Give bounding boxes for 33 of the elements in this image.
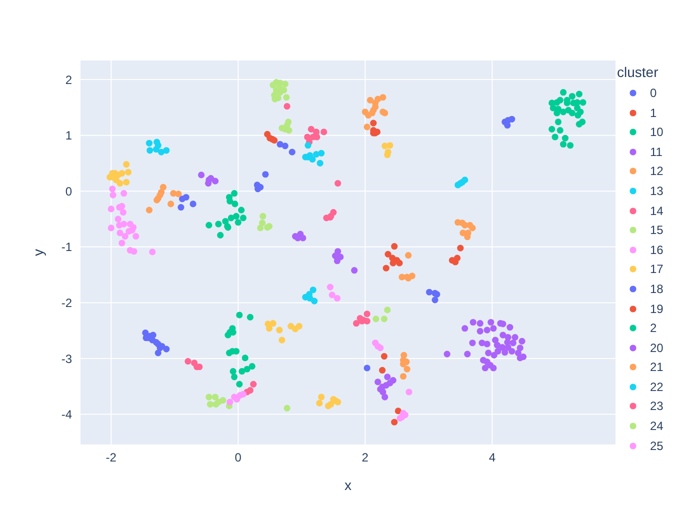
legend-label: 25 bbox=[650, 438, 664, 453]
x-axis-title: x bbox=[344, 477, 352, 493]
y-tick-label: -1 bbox=[61, 240, 72, 254]
y-tick-label: -4 bbox=[61, 408, 72, 422]
legend-label: 2 bbox=[650, 321, 657, 336]
x-tick-label: 0 bbox=[234, 450, 242, 465]
legend-label: 12 bbox=[650, 164, 664, 178]
legend-label: 23 bbox=[650, 399, 664, 414]
legend-label: 13 bbox=[650, 184, 664, 198]
legend-label: 21 bbox=[650, 360, 664, 374]
legend-label: 1 bbox=[650, 106, 657, 120]
legend-label: 22 bbox=[650, 380, 664, 394]
legend-label: 16 bbox=[650, 242, 664, 257]
legend-label: 11 bbox=[650, 144, 662, 159]
legend-label: 20 bbox=[650, 340, 664, 355]
legend-label: 14 bbox=[650, 204, 664, 218]
x-tick-label: 2 bbox=[362, 450, 369, 465]
legend-label: 19 bbox=[650, 302, 664, 316]
legend-label: 17 bbox=[650, 262, 664, 276]
legend-title: cluster bbox=[616, 63, 660, 82]
legend-label: 15 bbox=[650, 223, 664, 238]
legend-label: 18 bbox=[650, 282, 664, 296]
y-tick-label: 2 bbox=[65, 72, 72, 87]
y-tick-label: -3 bbox=[61, 352, 72, 366]
legend-label: 24 bbox=[650, 419, 664, 434]
y-tick-label: 0 bbox=[65, 184, 72, 198]
y-tick-label: -2 bbox=[61, 296, 72, 310]
x-tick-label: -2 bbox=[106, 450, 117, 465]
x-tick-label: 4 bbox=[488, 450, 496, 465]
y-tick-label: 1 bbox=[65, 128, 72, 143]
legend-label: 0 bbox=[650, 86, 657, 100]
legend-label: 10 bbox=[650, 125, 664, 140]
y-axis-title: y bbox=[30, 249, 46, 256]
